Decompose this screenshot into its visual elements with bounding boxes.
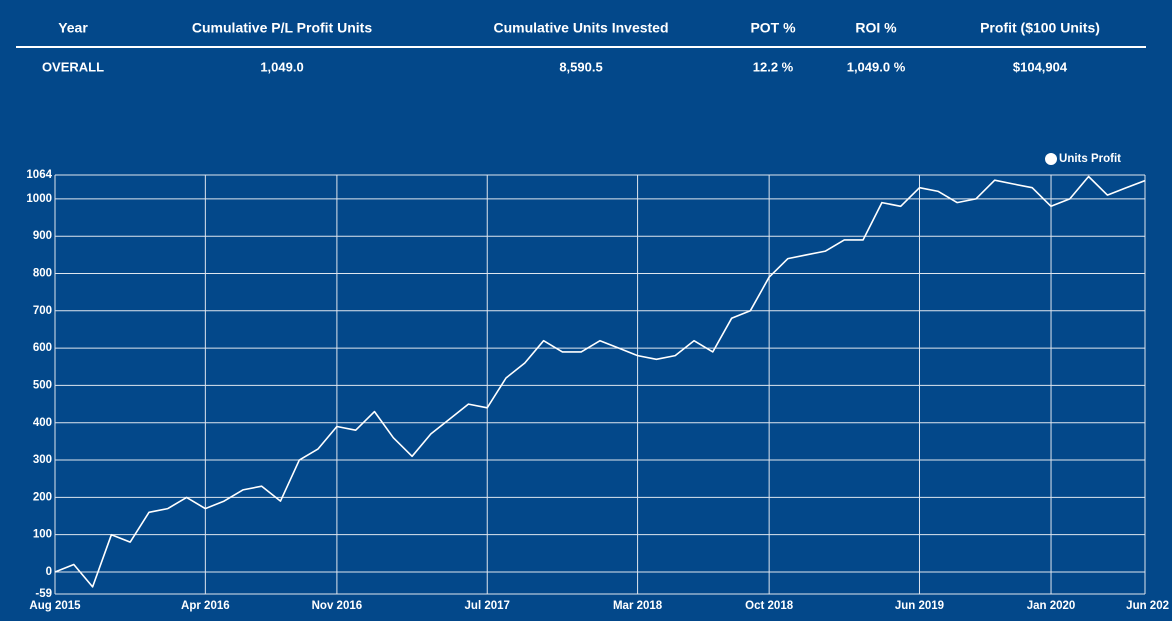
y-tick-label: 1000 <box>26 193 52 205</box>
x-tick-label: Jun 2019 <box>895 600 944 612</box>
table-cell: OVERALL <box>42 59 104 74</box>
table-cell: 8,590.5 <box>559 59 602 74</box>
column-header: Profit ($100 Units) <box>980 20 1100 36</box>
y-tick-label: 200 <box>33 491 52 503</box>
y-tick-label: 0 <box>46 566 52 578</box>
y-tick-label: 300 <box>33 454 52 466</box>
y-tick-label: 900 <box>33 230 52 242</box>
table-cell: 1,049.0 % <box>847 59 906 74</box>
column-header: Cumulative P/L Profit Units <box>192 20 372 36</box>
line-series <box>54 175 1146 588</box>
x-tick-label: Nov 2016 <box>312 600 363 612</box>
y-tick-label: 500 <box>33 379 52 391</box>
y-tick-label: -59 <box>35 588 52 600</box>
table-cell: $104,904 <box>1013 59 1068 74</box>
y-tick-label: 700 <box>33 305 52 317</box>
x-tick-label: Aug 2015 <box>29 600 81 612</box>
y-tick-label: 800 <box>33 268 52 280</box>
x-tick-label: Oct 2018 <box>745 600 794 612</box>
column-header: POT % <box>750 20 796 36</box>
y-tick-label: 400 <box>33 417 52 429</box>
column-header: Cumulative Units Invested <box>493 20 668 36</box>
summary-table: Year Cumulative P/L Profit Units Cumulat… <box>16 20 1146 74</box>
table-cell: 12.2 % <box>753 59 794 74</box>
legend-marker <box>1045 153 1058 165</box>
x-tick-label: Jul 2017 <box>465 600 510 612</box>
x-tick-label: Apr 2016 <box>181 600 230 612</box>
column-header: ROI % <box>855 20 897 36</box>
y-tick-label: 1064 <box>26 169 52 181</box>
column-header: Year <box>58 20 88 36</box>
legend-label: Units Profit <box>1059 153 1121 165</box>
y-tick-label: 100 <box>33 529 52 541</box>
x-tick-label: Jun 202 <box>1126 600 1169 612</box>
x-tick-label: Jan 2020 <box>1027 600 1076 612</box>
y-tick-label: 600 <box>33 342 52 354</box>
chart: -59 0 100 200 300 400 500 600 700 800 900 1000 1064 A… <box>26 153 1169 612</box>
table-cell: 1,049.0 <box>260 59 303 74</box>
x-tick-label: Mar 2018 <box>613 600 663 612</box>
